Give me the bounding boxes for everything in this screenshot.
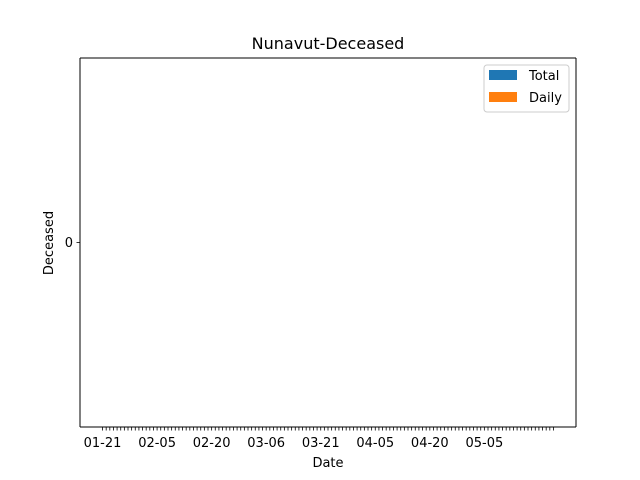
x-axis-label: Date [312, 456, 343, 471]
y-axis-label: Deceased [42, 211, 57, 275]
x-tick-label: 02-05 [138, 436, 176, 451]
x-tick-label: 03-21 [302, 436, 340, 451]
y-tick-label: 0 [65, 236, 73, 251]
x-axis-tick-labels: 01-21 02-05 02-20 03-06 03-21 04-05 04-20 05-05 [84, 436, 504, 451]
plot-area [79, 57, 577, 428]
x-tick-label: 04-05 [356, 436, 394, 451]
x-tick-label: 04-20 [411, 436, 449, 451]
x-tick-label: 01-21 [84, 436, 122, 451]
chart-title: Nunavut-Deceased [252, 34, 405, 53]
y-axis-ticks: 0 [65, 236, 80, 251]
axes-background [80, 58, 576, 427]
legend: Total Daily [483, 64, 570, 113]
legend-swatch-daily [489, 92, 517, 102]
x-tick-label: 03-06 [247, 436, 285, 451]
legend-swatch-total [489, 70, 517, 80]
x-tick-label: 02-20 [193, 436, 231, 451]
legend-label-daily: Daily [529, 91, 562, 106]
legend-label-total: Total [528, 69, 559, 84]
x-axis-ticks [102, 427, 554, 431]
x-tick-label: 05-05 [465, 436, 503, 451]
